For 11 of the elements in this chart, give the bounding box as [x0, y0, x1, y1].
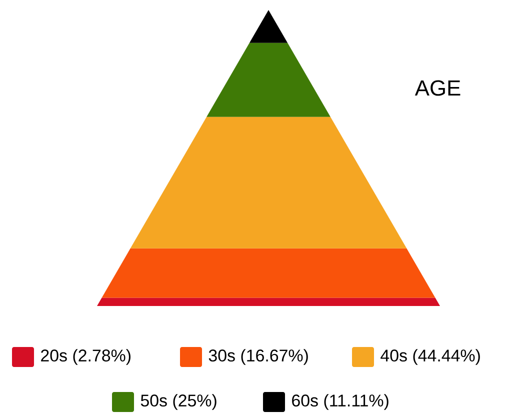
data-label: (16.67%) — [241, 349, 308, 365]
category-label: 60s — [292, 394, 318, 407]
text: AGE — [414, 80, 460, 96]
data-label: (25%) — [173, 394, 216, 410]
data-label: (11.11%) — [324, 394, 388, 410]
category-label: 20s — [41, 350, 67, 362]
data-label: (44.44%) — [413, 349, 480, 365]
category-label: 30s — [208, 350, 235, 362]
category-label: 50s — [140, 394, 167, 407]
data-label: (2.78%) — [73, 349, 130, 365]
category-label: 40s — [380, 350, 407, 362]
